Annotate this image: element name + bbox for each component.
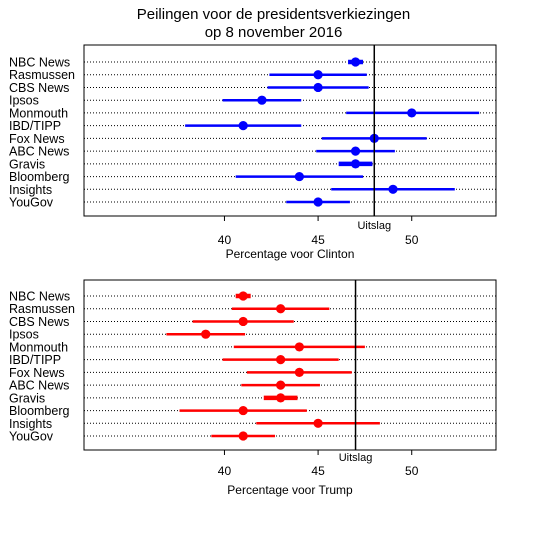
trump-category-label: Bloomberg [9,404,69,418]
trump-category-label: Monmouth [9,340,68,354]
trump-plot-frame [83,279,497,451]
clinton-category-label: Rasmussen [9,68,75,82]
clinton-x-tick-label: 50 [405,233,419,247]
trump-point [294,367,304,377]
clinton-category-label: Fox News [9,132,65,146]
trump-category-label: Fox News [9,366,65,380]
clinton-point [388,184,398,194]
trump-category-label: IBD/TIPP [9,353,61,367]
clinton-point [313,82,323,93]
chart-title-line1: Peilingen voor de presidentsverkiezingen [136,6,411,23]
trump-point [201,329,211,339]
trump-category-label: ABC News [9,379,69,393]
trump-x-tick-label: 40 [218,464,232,478]
clinton-category-label: YouGov [9,196,54,210]
chart-title: Peilingen voor de presidentsverkiezingen… [0,6,547,42]
trump-category-label: YouGov [9,430,54,444]
clinton-category-label: Gravis [9,157,45,171]
clinton-plot-frame [83,44,497,217]
clinton-point [350,57,361,67]
trump-point [313,418,323,428]
clinton-point [313,197,323,207]
trump-point [294,342,304,352]
trump-point [238,431,248,441]
clinton-point [294,171,304,182]
clinton-point [350,146,361,156]
clinton-category-label: Monmouth [9,106,68,120]
trump-x-tick-label: 45 [311,464,325,478]
clinton-x-tick-label: 40 [218,233,232,247]
clinton-category-label: ABC News [9,145,69,159]
clinton-point [350,159,361,169]
trump-point [276,393,286,403]
clinton-x-tick-label: 45 [311,233,325,247]
clinton-point [257,95,267,105]
trump-category-label: Rasmussen [9,302,75,316]
trump-category-label: CBS News [9,315,69,329]
trump-category-label: Insights [9,417,52,431]
clinton-category-label: Bloomberg [9,170,69,184]
clinton-category-label: CBS News [9,81,69,95]
clinton-point [313,70,323,80]
trump-point [276,355,286,365]
clinton-category-label: Ipsos [9,94,39,108]
trump-category-label: Gravis [9,391,45,405]
trump-result-label: Uitslag [339,452,373,464]
clinton-x-axis-label: Percentage voor Clinton [226,247,355,261]
trump-category-label: NBC News [9,290,70,304]
chart-title-line2: op 8 november 2016 [204,24,343,41]
clinton-category-label: IBD/TIPP [9,119,61,133]
trump-point [238,405,248,416]
trump-point [276,380,286,390]
trump-category-label: Ipsos [9,328,39,342]
trump-point [238,291,248,301]
trump-point [276,304,286,314]
clinton-point [238,121,248,131]
clinton-category-label: Insights [9,183,52,197]
clinton-category-label: NBC News [9,56,70,70]
trump-point [238,316,248,327]
clinton-result-label: Uitslag [357,220,391,232]
trump-x-axis-label: Percentage voor Trump [227,483,353,497]
trump-x-tick-label: 50 [405,464,419,478]
clinton-point [407,108,417,118]
